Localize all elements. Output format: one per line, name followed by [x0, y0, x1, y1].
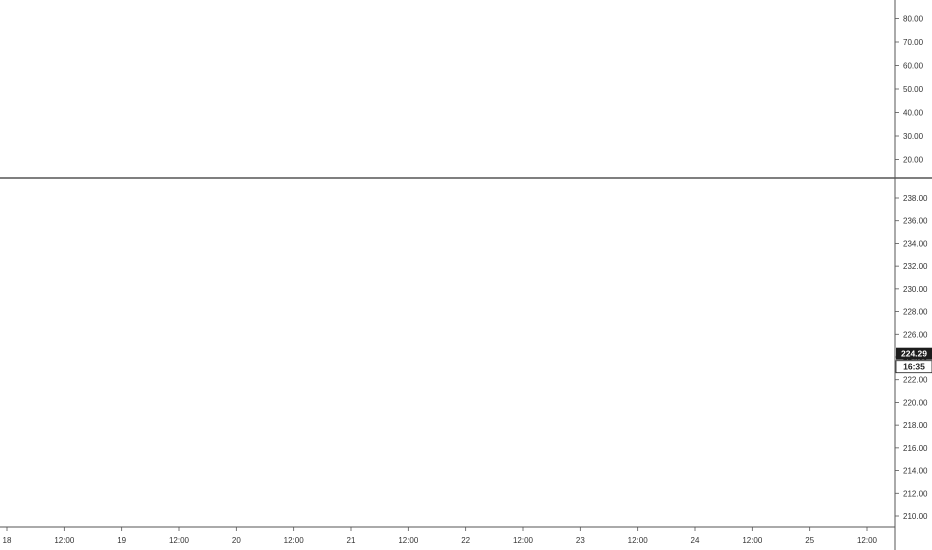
price-y-tick: 216.00: [903, 444, 928, 453]
oscillator-y-tick: 30.00: [903, 132, 924, 141]
countdown-badge: [895, 360, 932, 374]
price-y-tick: 210.00: [903, 512, 928, 521]
oscillator-y-tick: 60.00: [903, 62, 924, 71]
x-tick: 12:00: [628, 536, 649, 545]
x-tick: 12:00: [513, 536, 534, 545]
x-tick: 25: [805, 536, 814, 545]
price-y-tick: 218.00: [903, 421, 928, 430]
x-tick: 23: [576, 536, 585, 545]
x-tick: 12:00: [284, 536, 305, 545]
oscillator-y-tick: 70.00: [903, 38, 924, 47]
price-y-tick: 212.00: [903, 489, 928, 498]
x-tick: 12:00: [169, 536, 190, 545]
x-tick: 22: [461, 536, 470, 545]
price-y-tick: 230.00: [903, 285, 928, 294]
price-y-tick: 222.00: [903, 376, 928, 385]
price-y-tick: 232.00: [903, 262, 928, 271]
x-tick: 12:00: [54, 536, 75, 545]
price-y-tick: 234.00: [903, 239, 928, 248]
countdown-label: 16:35: [903, 362, 925, 372]
x-tick: 21: [347, 536, 356, 545]
oscillator-y-tick: 50.00: [903, 85, 924, 94]
oscillator-y-tick: 20.00: [903, 156, 924, 165]
x-tick: 24: [691, 536, 700, 545]
x-tick: 12:00: [742, 536, 763, 545]
oscillator-y-tick: 40.00: [903, 109, 924, 118]
last-price-label: 224.29: [901, 349, 927, 359]
last-price-badge: [896, 347, 932, 360]
x-tick: 20: [232, 536, 241, 545]
x-tick: 12:00: [857, 536, 878, 545]
price-y-tick: 226.00: [903, 330, 928, 339]
x-tick: 19: [117, 536, 126, 545]
x-tick: 12:00: [398, 536, 419, 545]
oscillator-y-tick: 80.00: [903, 15, 924, 24]
price-y-tick: 220.00: [903, 398, 928, 407]
price-y-tick: 238.00: [903, 194, 928, 203]
price-y-tick: 236.00: [903, 217, 928, 226]
price-y-tick: 228.00: [903, 308, 928, 317]
price-y-tick: 214.00: [903, 467, 928, 476]
x-tick: 18: [3, 536, 12, 545]
